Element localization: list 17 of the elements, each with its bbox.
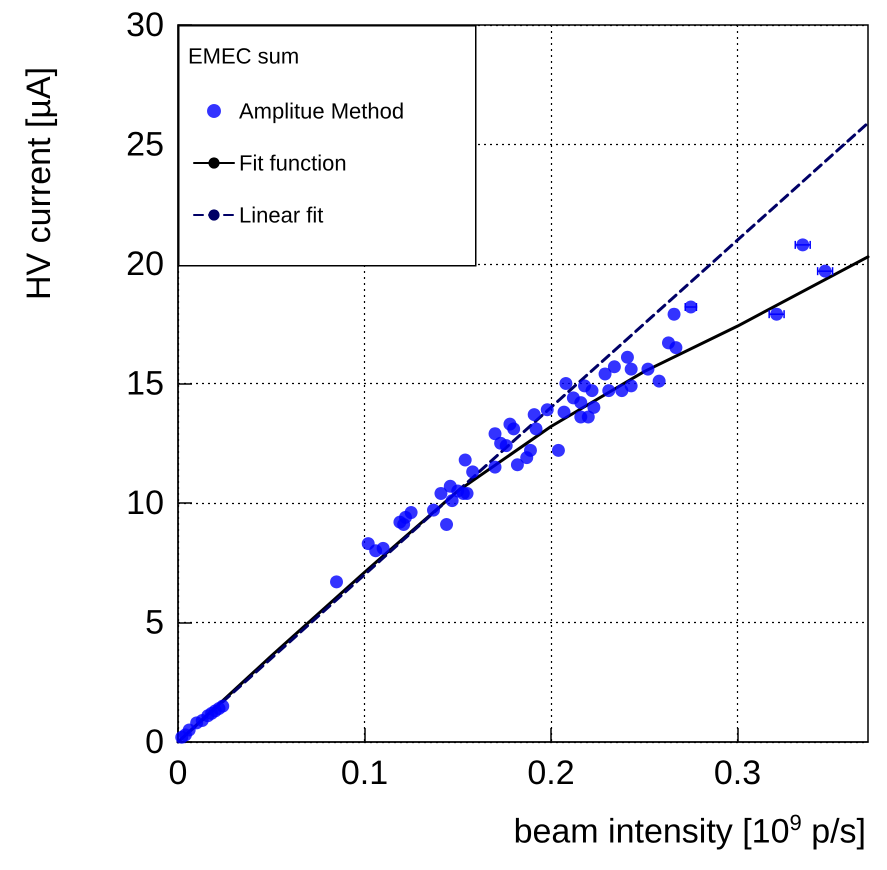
y-tick-label: 15	[126, 364, 164, 402]
legend-title: EMEC sum	[188, 44, 300, 68]
y-tick-label: 30	[126, 6, 164, 44]
y-axis-title: HV current [µA]	[20, 66, 59, 300]
y-tick-label: 10	[126, 484, 164, 522]
x-tick-label: 0	[168, 754, 188, 792]
x-tick-label: 0.1	[340, 754, 388, 792]
y-tick-label: 20	[126, 245, 164, 283]
legend-label: Amplitue Method	[239, 98, 404, 124]
y-tick-label: 25	[126, 126, 164, 164]
y-tick-label: 0	[145, 723, 164, 761]
x-tick-label: 0.2	[527, 754, 575, 792]
y-tick-label: 5	[145, 604, 164, 642]
x-tick-label: 0.3	[714, 754, 762, 792]
x-axis-title: beam intensity [10$^{9}$ p/s]	[514, 810, 866, 852]
legend-label: Fit function	[239, 150, 347, 176]
legend-label: Linear fit	[239, 202, 324, 228]
